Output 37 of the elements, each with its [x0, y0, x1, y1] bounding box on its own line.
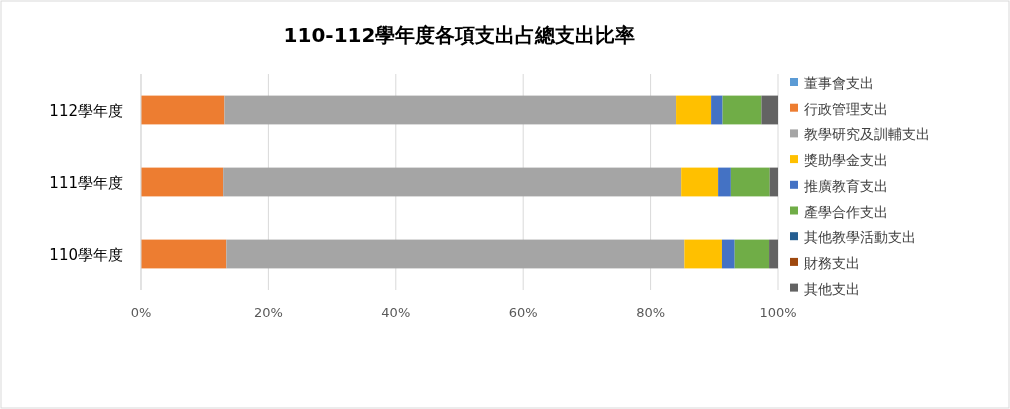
bar [226, 239, 685, 269]
legend-label: 產學合作支出 [804, 203, 888, 220]
x-tick-label: 0% [130, 305, 152, 320]
bar [721, 239, 735, 269]
bar [141, 239, 227, 269]
legend-label: 其他支出 [804, 280, 860, 297]
bar [769, 167, 778, 197]
bar [730, 167, 770, 197]
x-tick-label: 100% [759, 305, 797, 320]
bar [722, 95, 762, 125]
bar [711, 95, 723, 125]
bar [769, 239, 778, 269]
legend-label: 財務支出 [804, 254, 860, 271]
x-tick-label: 60% [508, 305, 538, 320]
y-tick-label: 110學年度 [49, 246, 123, 264]
y-tick-label: 111學年度 [49, 174, 123, 192]
bar [141, 95, 225, 125]
legend-label: 董事會支出 [804, 75, 874, 91]
bar [718, 167, 731, 197]
bar [681, 167, 719, 197]
bar [141, 167, 224, 197]
y-tick-label: 112學年度 [49, 102, 123, 120]
x-tick-label: 20% [253, 305, 283, 320]
bar [684, 239, 722, 269]
legend-label: 推廣教育支出 [804, 177, 888, 194]
bar [676, 95, 712, 125]
x-tick-label: 80% [636, 305, 666, 320]
legend-label: 其他教學活動支出 [804, 229, 916, 246]
bar [734, 239, 770, 269]
bar [761, 95, 778, 125]
bar [223, 167, 682, 197]
bar [224, 95, 677, 125]
legend-label: 教學研究及訓輔支出 [804, 126, 930, 143]
legend-label: 行政管理支出 [804, 100, 888, 117]
chart-title: 110-112學年度各項支出占總支出比率 [283, 23, 636, 47]
x-tick-label: 40% [381, 305, 411, 320]
legend-label: 獎助學金支出 [804, 152, 888, 169]
